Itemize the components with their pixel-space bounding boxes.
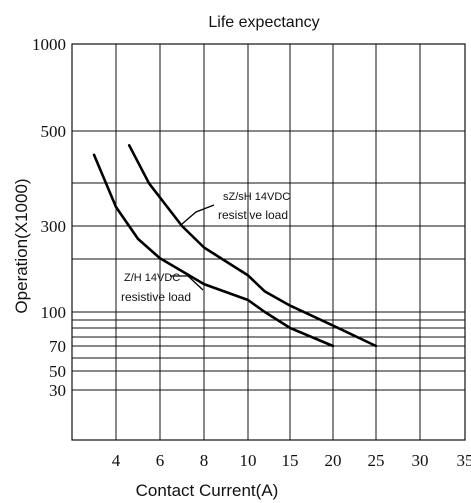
y-tick-label: 500 bbox=[41, 122, 67, 141]
x-tick-label: 30 bbox=[412, 451, 429, 470]
y-tick-label: 70 bbox=[49, 337, 66, 356]
series-line-z-h bbox=[92, 153, 335, 348]
annotation-sz-sh-line1: sZ/sH 14VDC bbox=[223, 191, 290, 203]
y-tick-label: 300 bbox=[41, 217, 67, 236]
annotation-sz-sh-line2: resistive load bbox=[218, 208, 288, 222]
x-tick-label: 35 bbox=[457, 451, 471, 470]
x-tick-labels: 4 6 8 10 15 20 25 30 35 bbox=[112, 451, 471, 470]
x-tick-label: 4 bbox=[112, 451, 121, 470]
y-tick-label: 1000 bbox=[32, 35, 66, 54]
x-tick-label: 20 bbox=[325, 451, 342, 470]
x-tick-label: 15 bbox=[282, 451, 299, 470]
chart-title: Life expectancy bbox=[208, 14, 319, 31]
x-axis-label: Contact Current(A) bbox=[136, 481, 279, 500]
y-axis-label: Operation(X1000) bbox=[12, 178, 31, 313]
annotation-leader-z-h bbox=[170, 275, 204, 291]
y-tick-label: 30 bbox=[49, 381, 66, 400]
x-tick-label: 6 bbox=[156, 451, 165, 470]
x-tick-label: 8 bbox=[200, 451, 209, 470]
grid bbox=[72, 44, 465, 440]
plot-frame bbox=[71, 43, 466, 441]
annotation-z-h-line1: Z/H 14VDC bbox=[124, 272, 180, 284]
y-tick-label: 100 bbox=[41, 303, 67, 322]
annotation-leader-sz-sh bbox=[181, 204, 215, 225]
annotation-z-h-line2: resistive load bbox=[121, 290, 191, 304]
y-tick-label: 50 bbox=[49, 362, 66, 381]
x-tick-label: 25 bbox=[368, 451, 385, 470]
x-tick-label: 10 bbox=[240, 451, 257, 470]
series-curves bbox=[92, 144, 378, 348]
series-line-sz-sh bbox=[127, 144, 378, 348]
